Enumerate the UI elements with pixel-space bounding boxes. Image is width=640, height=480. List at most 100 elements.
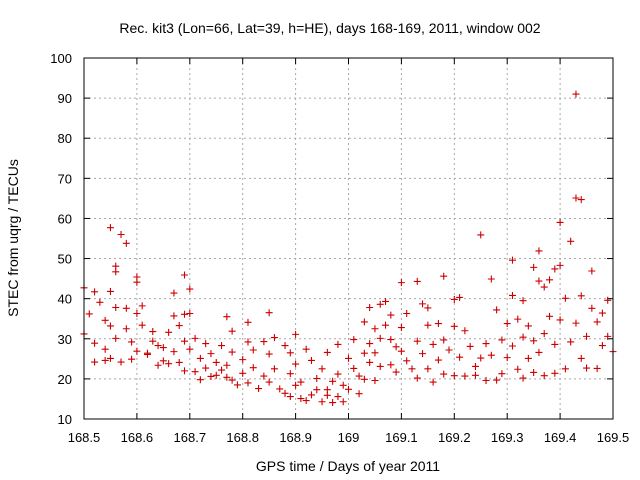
data-point bbox=[313, 386, 321, 394]
data-point bbox=[408, 365, 416, 373]
data-point bbox=[260, 372, 268, 380]
y-axis-title: STEC from uqrg / TECUs bbox=[5, 159, 21, 317]
data-point bbox=[498, 370, 506, 378]
data-point bbox=[329, 377, 337, 385]
data-point bbox=[106, 354, 114, 362]
data-point bbox=[207, 372, 215, 380]
data-point bbox=[154, 342, 162, 350]
data-point bbox=[440, 370, 448, 378]
data-point bbox=[487, 351, 495, 359]
data-point bbox=[456, 353, 464, 361]
x-tick-label: 169 bbox=[338, 430, 360, 445]
data-point bbox=[588, 267, 596, 275]
data-point bbox=[366, 340, 374, 348]
data-point bbox=[186, 285, 194, 293]
data-point bbox=[202, 364, 210, 372]
data-point bbox=[122, 304, 130, 312]
data-point bbox=[286, 393, 294, 401]
data-point bbox=[297, 395, 305, 403]
x-tick-label: 169.1 bbox=[385, 430, 418, 445]
data-point bbox=[424, 321, 432, 329]
data-point bbox=[371, 376, 379, 384]
data-point bbox=[567, 237, 575, 245]
data-point bbox=[567, 338, 575, 346]
data-point bbox=[244, 338, 252, 346]
data-point bbox=[181, 337, 189, 345]
data-point bbox=[244, 318, 252, 326]
y-tick-label: 80 bbox=[58, 131, 72, 146]
data-point bbox=[540, 330, 548, 338]
data-point bbox=[196, 376, 204, 384]
data-point bbox=[530, 337, 538, 345]
data-point bbox=[170, 312, 178, 320]
data-point bbox=[456, 293, 464, 301]
data-point bbox=[508, 291, 516, 299]
data-point bbox=[181, 271, 189, 279]
data-point bbox=[397, 279, 405, 287]
data-point bbox=[270, 334, 278, 342]
data-point bbox=[101, 316, 109, 324]
data-point bbox=[186, 310, 194, 318]
data-point bbox=[604, 296, 612, 304]
gridlines bbox=[84, 58, 613, 419]
data-point bbox=[329, 399, 337, 407]
data-point bbox=[345, 354, 352, 362]
x-tick-label: 169.5 bbox=[597, 430, 630, 445]
data-point bbox=[593, 318, 601, 326]
data-point bbox=[239, 356, 247, 364]
data-point bbox=[376, 334, 384, 342]
x-axis-ticks: 168.5 168.6 168.7 168.8 168.9 169 169.1 169.2 16… bbox=[68, 58, 630, 445]
data-point bbox=[524, 354, 532, 362]
data-point bbox=[223, 313, 231, 321]
data-point bbox=[170, 289, 178, 297]
data-point bbox=[514, 365, 522, 373]
x-axis-title: GPS time / Days of year 2011 bbox=[256, 458, 440, 474]
data-point bbox=[604, 332, 612, 340]
data-point bbox=[413, 374, 421, 382]
data-point bbox=[360, 318, 368, 326]
data-point bbox=[133, 278, 141, 286]
x-tick-label: 169.3 bbox=[491, 430, 524, 445]
data-point bbox=[286, 349, 294, 357]
data-point bbox=[175, 322, 183, 330]
y-axis-ticks: 10 20 30 40 50 60 70 80 90 100 bbox=[50, 51, 613, 427]
data-point bbox=[508, 342, 516, 350]
data-point bbox=[493, 306, 501, 314]
data-point bbox=[91, 288, 99, 296]
data-point bbox=[85, 310, 93, 318]
y-tick-label: 70 bbox=[58, 171, 72, 186]
data-point bbox=[159, 357, 167, 365]
data-point bbox=[530, 368, 538, 376]
data-point bbox=[239, 369, 247, 377]
data-point bbox=[106, 287, 114, 295]
data-point bbox=[392, 343, 400, 351]
data-point bbox=[307, 356, 315, 364]
data-point bbox=[318, 365, 326, 373]
data-point bbox=[503, 320, 511, 328]
data-point bbox=[313, 374, 321, 382]
data-point bbox=[493, 376, 501, 384]
x-tick-label: 168.8 bbox=[226, 430, 259, 445]
data-point bbox=[292, 330, 300, 338]
data-point bbox=[112, 268, 120, 276]
data-point bbox=[186, 345, 194, 353]
data-point bbox=[588, 304, 596, 312]
data-point bbox=[360, 349, 368, 357]
data-point bbox=[450, 372, 458, 380]
data-point bbox=[546, 312, 554, 320]
data-point bbox=[503, 354, 511, 362]
data-point bbox=[122, 325, 130, 333]
data-point bbox=[429, 378, 437, 386]
data-point bbox=[233, 381, 241, 389]
data-point bbox=[556, 316, 564, 324]
y-tick-label: 50 bbox=[58, 252, 72, 267]
data-point bbox=[429, 340, 437, 348]
data-point bbox=[281, 389, 289, 397]
data-point bbox=[244, 379, 252, 387]
data-point bbox=[424, 365, 432, 373]
data-point bbox=[159, 344, 167, 352]
data-point bbox=[339, 398, 347, 406]
data-point bbox=[413, 277, 421, 285]
data-point bbox=[149, 337, 157, 345]
